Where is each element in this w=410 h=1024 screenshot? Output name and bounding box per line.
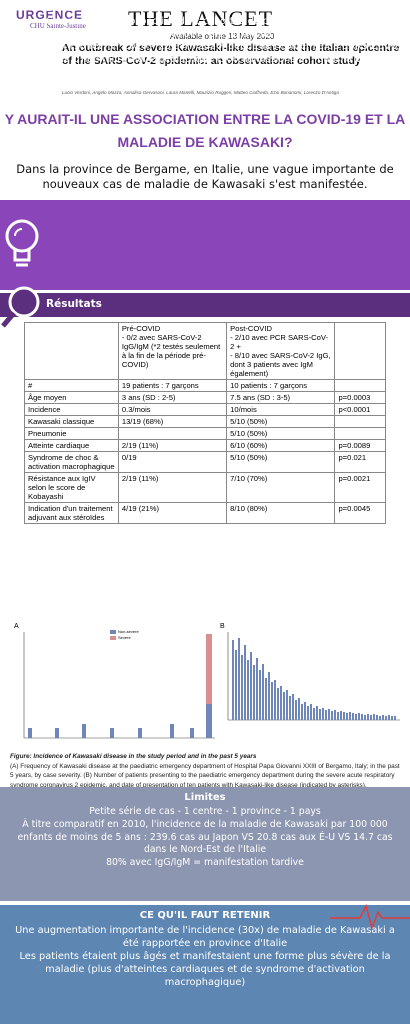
header-cell: [334, 322, 386, 380]
limits-title: Limites: [184, 792, 226, 803]
table-cell: p=0.0021: [334, 472, 386, 503]
table-row: Incidence 0.3/mois 10/mois p<0.0001: [24, 403, 386, 416]
limits-panel: [0, 787, 410, 901]
table-row: Atteinte cardiaque 2/19 (11%) 6/10 (60%) p=…: [24, 439, 386, 452]
ecg-icon: [330, 903, 410, 930]
table-row: Âge moyen 3 ans (SD : 2-5) 7.5 ans (SD : 3…: [24, 391, 386, 404]
takeaway-item: Une augmentation importante de l'inciden…: [15, 925, 395, 949]
table-cell: [334, 379, 386, 392]
table-cell: [334, 427, 386, 440]
limits-list: Petite série de cas - 1 centre - 1 provi…: [6, 806, 404, 870]
table-cell: p=0.0089: [334, 439, 386, 452]
table-cell: 2/19 (11%): [117, 472, 228, 503]
devis-panel: [0, 200, 410, 290]
takeaway-item: Les patients étaient plus âgés et manife…: [19, 951, 391, 988]
table-cell: 6/10 (60%): [226, 439, 336, 452]
table-cell: 5/10 (50%): [226, 451, 336, 473]
table-cell: 0/19: [117, 451, 228, 473]
table-cell: #: [24, 379, 119, 392]
table-cell: Incidence: [24, 403, 119, 416]
header-cell: Pré-COVID - 0/2 avec SARS-CoV-2 IgG/IgM …: [117, 322, 228, 380]
devis-title: Devis: [46, 3, 77, 14]
table-cell: Syndrome de choc & activation macrophagi…: [24, 451, 119, 473]
table-cell: p=0.021: [334, 451, 386, 473]
caption-text: (A) Frequency of Kawasaki disease at the…: [10, 762, 400, 789]
table-cell: p=0.0045: [334, 502, 386, 524]
table-cell: Âge moyen: [24, 391, 119, 404]
table-cell: 7/10 (70%): [226, 472, 336, 503]
results-table: Pré-COVID - 0/2 avec SARS-CoV-2 IgG/IgM …: [24, 322, 386, 524]
logo: URGENCE: [16, 8, 84, 22]
legend-label: Non-severe: [118, 629, 139, 634]
authors: Lucio Verdoni, Angelo Mazza, Annalisa Ge…: [62, 90, 339, 95]
table-cell: p=0.0003: [334, 391, 386, 404]
table-row: Kawasaki classique 13/19 (68%) 5/10 (50%): [24, 415, 386, 428]
table-row: Résistance aux IgIV selon le score de Ko…: [24, 472, 386, 503]
table-cell: 7.5 ans (SD : 3-5): [226, 391, 336, 404]
table-row: Syndrome de choc & activation macrophagi…: [24, 451, 386, 473]
table-cell: p<0.0001: [334, 403, 386, 416]
figure-caption: Figure: Incidence of Kawasaki disease in…: [10, 752, 402, 790]
intro: Dans la province de Bergame, en Italie, …: [16, 162, 394, 191]
table-cell: 2/19 (11%): [117, 439, 228, 452]
table-row: Pneumonie 5/10 (50%): [24, 427, 386, 440]
table-row: #19 patients : 7 garçons 10 patients : 7 …: [24, 379, 386, 392]
table-row: Indication d'un traitement adjuvant aux …: [24, 502, 386, 524]
limit-item: À titre comparatif en 2010, l'incidence …: [17, 818, 393, 856]
table-cell: 10 patients : 7 garçons: [226, 379, 336, 392]
table-cell: Résistance aux IgIV selon le score de Ko…: [24, 472, 119, 503]
takeaway-panel: [0, 905, 410, 1024]
table-cell: Indication d'un traitement adjuvant aux …: [24, 502, 119, 524]
table-cell: 8/10 (80%): [226, 502, 336, 524]
table-header: Pré-COVID - 0/2 avec SARS-CoV-2 IgG/IgM …: [24, 322, 386, 380]
question: Y AURAIT-IL UNE ASSOCIATION ENTRE LA COV…: [4, 111, 406, 150]
table-cell: 4/19 (21%): [117, 502, 228, 524]
journal: THE LANCET: [128, 6, 274, 31]
limit-item: 80% avec IgG/IgM = manifestation tardive: [106, 857, 304, 869]
table-cell: 13/19 (68%): [117, 415, 228, 428]
bulb-icon: [5, 219, 39, 267]
table-cell: 3 ans (SD : 2-5): [117, 391, 228, 404]
table-cell: 0.3/mois: [117, 403, 228, 416]
logo-sub: CHU Sainte-Justine: [30, 22, 86, 30]
table-cell: Atteinte cardiaque: [24, 439, 119, 452]
magnifier-icon: [1, 286, 40, 328]
paper-title: An outbreak of severe Kawasaki-like dise…: [62, 42, 400, 67]
caption-title: Figure: Incidence of Kawasaki disease in…: [10, 753, 257, 760]
available: Available online 13 May 2020: [170, 32, 275, 41]
table-cell: 5/10 (50%): [226, 415, 336, 428]
limit-item: Petite série de cas - 1 centre - 1 provi…: [89, 806, 321, 817]
figure: A B Non-severe Severe: [14, 623, 400, 739]
header-cell: Post-COVID - 2/10 avec PCR SARS-CoV-2 + …: [226, 322, 336, 380]
panel-b: B: [220, 623, 225, 630]
results-header: [0, 293, 410, 317]
header-cell: [24, 322, 119, 380]
takeaway-title: CE QU'IL FAUT RETENIR: [139, 910, 271, 921]
table-cell: 10/mois: [226, 403, 336, 416]
results-title: Résultats: [46, 298, 102, 310]
table-cell: Kawasaki classique: [24, 415, 119, 428]
table-cell: 19 patients : 7 garçons: [117, 379, 228, 392]
devis-text: Comparaison rétrospective de 2 cohortes …: [46, 16, 404, 78]
panel-a: A: [14, 623, 19, 630]
table-cell: [117, 427, 228, 440]
takeaway-list: Une augmentation importante de l'inciden…: [6, 924, 404, 989]
legend-label: Severe: [118, 635, 131, 640]
table-cell: 5/10 (50%): [226, 427, 336, 440]
table-cell: Pneumonie: [24, 427, 119, 440]
table-cell: [334, 415, 386, 428]
